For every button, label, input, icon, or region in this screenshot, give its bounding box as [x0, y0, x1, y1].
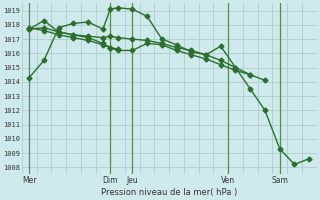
X-axis label: Pression niveau de la mer( hPa ): Pression niveau de la mer( hPa )	[101, 188, 237, 197]
